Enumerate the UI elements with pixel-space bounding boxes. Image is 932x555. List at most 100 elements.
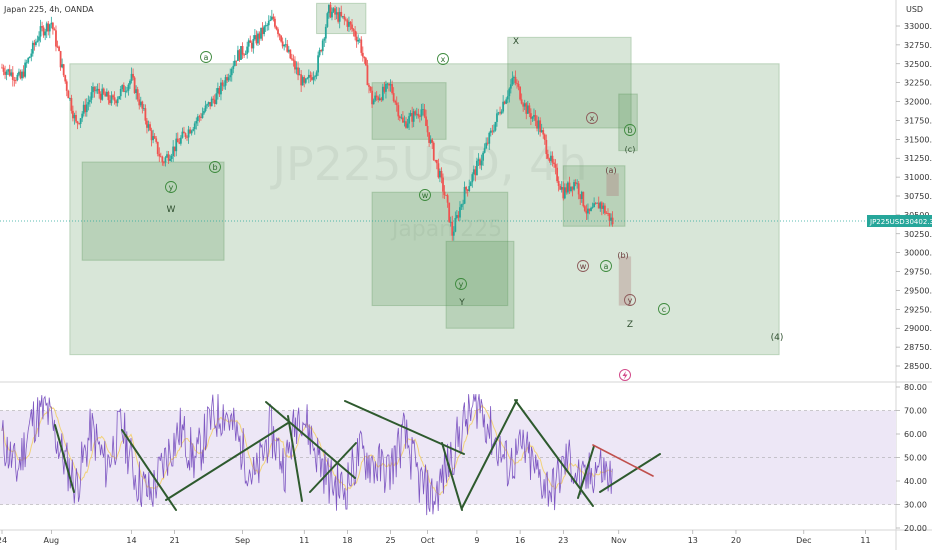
candle-body [374,95,377,101]
candle-body [255,35,258,44]
candle-body [408,116,410,124]
candle-body [167,154,170,161]
candle-body [520,99,523,104]
candle-body [283,44,286,47]
candle-body [90,92,93,100]
time-tick-label: 11 [299,536,309,545]
candle-body [539,120,542,133]
candle-body [566,182,569,193]
price-pane[interactable] [0,0,896,382]
candle-body [591,207,594,208]
price-tick-label: 29500.0 [904,286,932,295]
candle-body [115,100,118,104]
candle-body [588,208,591,211]
candle-layer [1,1,614,241]
candle-body [75,115,77,122]
trendline [165,422,289,501]
candle-body [109,100,111,104]
price-tick-label: 31000.0 [904,173,932,182]
candle-body [88,99,91,103]
candle-body [189,129,192,134]
candle-body [170,155,173,159]
candle-body [264,25,267,27]
candle-body [307,74,310,78]
rsi-tick-label: 20.00 [904,524,927,533]
wave-label-y3: y [628,296,633,305]
candle-body [258,33,261,39]
rsi-tick-label: 80.00 [904,383,927,392]
candle-body [440,170,443,178]
candle-body [36,40,39,42]
candle-body [372,100,375,105]
candle-body [247,40,250,47]
candle-body [84,104,87,113]
rsi-tick-label: 60.00 [904,430,927,439]
candle-body [70,98,73,111]
candle-body [92,86,94,93]
candle-body [605,213,608,214]
candle-body [96,88,99,91]
candle-body [375,95,378,98]
candle-body [141,101,144,109]
candle-body [497,112,500,114]
candle-body [87,102,90,105]
candle-body [306,77,309,79]
candle-body [175,138,178,152]
candle-body [553,162,555,165]
wave-label-y2: y [459,280,464,289]
candle-body [144,108,147,121]
candle-body [81,113,84,119]
time-tick-label: Oct [421,536,435,545]
candle-body [360,39,363,53]
candle-body [546,154,549,159]
last-price-tag: JP225USD 30402.3 [867,215,932,227]
candle-body [602,205,605,209]
candle-body [212,98,215,100]
candle-body [300,74,303,86]
candle-body [8,69,11,76]
candle-body [179,137,182,144]
candle-body [526,105,529,114]
rsi-axis[interactable]: 80.00 70.00 60.00 50.00 40.00 30.00 20.00 [896,383,927,533]
candle-body [210,98,213,107]
chart-title: Japan 225, 4h, OANDA [3,5,94,14]
candle-body [269,19,272,21]
candle-body [124,91,127,93]
time-axis[interactable]: 24 Aug 14 21 Sep 11 18 25 Oct 9 16 23 Nov 13 20 Dec 11 [0,530,871,545]
candle-body [107,91,110,101]
trendline [265,401,356,479]
candle-body [482,152,484,161]
candle-body [72,110,74,119]
candle-body [153,136,156,139]
candle-body [383,86,386,92]
candle-body [402,117,404,123]
candle-body [594,203,597,204]
candle-body [505,99,508,104]
wave-label-x2: x [590,114,595,123]
candle-body [429,139,432,143]
candle-body [448,202,451,222]
candle-body [230,68,233,76]
rsi-trendlines [54,399,661,511]
candle-body [31,42,34,54]
candle-body [522,103,525,107]
candle-body [449,221,452,223]
flash-event-icon[interactable] [619,369,631,381]
candle-body [146,120,148,128]
candle-body [485,142,488,149]
candle-body [568,182,571,192]
candle-body [240,46,242,60]
price-tick-label: 29250.0 [904,305,932,314]
candle-body [542,130,545,135]
candle-body [253,35,256,40]
wave-zone [371,191,509,307]
candle-body [398,116,401,118]
time-tick-label: Aug [44,536,60,545]
candle-body [417,113,420,117]
candle-body [582,191,585,207]
candle-body [533,115,535,117]
candle-body [545,139,548,155]
price-axis[interactable]: 33000.0 32750.0 32500.0 32250.0 32000.0 31750… [896,22,932,371]
